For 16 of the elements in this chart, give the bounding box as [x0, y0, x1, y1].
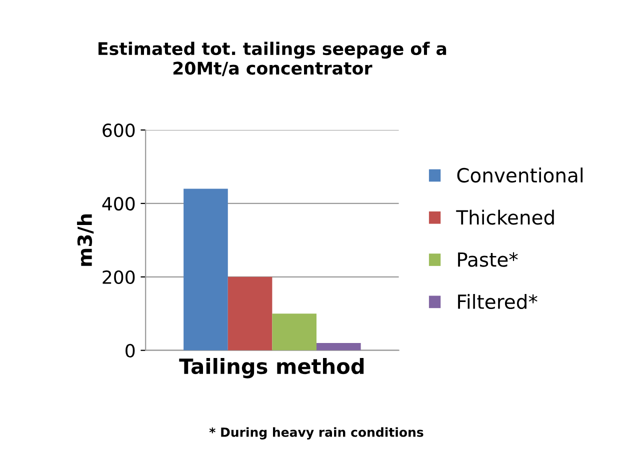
bar: [316, 343, 361, 350]
legend-label: Filtered*: [458, 294, 538, 310]
legend-label: Thickened: [456, 210, 554, 225]
legend-label: Paste*: [458, 252, 518, 267]
bar: [272, 314, 316, 350]
y-tick-label: 0: [126, 344, 135, 358]
y-tick-label: 600: [102, 123, 135, 138]
bar: [184, 188, 228, 350]
y-axis-title: m3/h: [77, 214, 94, 266]
y-tick-label: 400: [102, 196, 135, 211]
text: * During heavy rain conditions: [209, 427, 424, 440]
bar: [228, 276, 272, 350]
chart-title: Estimated tot. tailings seepage of a 20Mt/a concentrator: [98, 42, 446, 76]
legend-label: Conventional: [457, 168, 583, 183]
y-tick-label: 200: [102, 270, 135, 284]
x-axis-title: Tailings method: [179, 358, 364, 378]
